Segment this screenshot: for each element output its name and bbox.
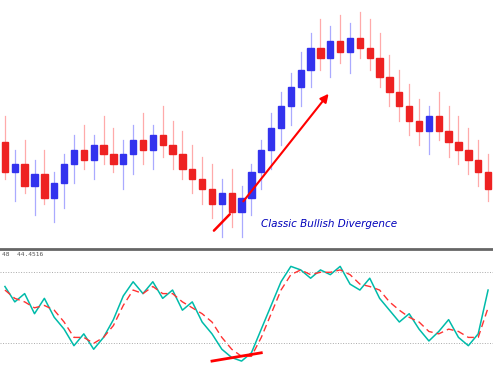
Bar	[229, 193, 235, 212]
Bar	[367, 48, 373, 58]
Bar	[446, 131, 452, 142]
Bar	[308, 48, 314, 70]
Bar	[101, 145, 106, 154]
Bar	[110, 154, 116, 164]
Bar	[71, 150, 77, 164]
Bar	[219, 193, 225, 204]
Bar	[140, 139, 146, 150]
Bar	[465, 150, 471, 160]
Bar	[179, 154, 185, 169]
Bar	[396, 92, 402, 106]
Bar	[337, 41, 343, 52]
Bar	[426, 116, 432, 131]
Bar	[239, 198, 245, 212]
Text: Classic Bullish Divergence: Classic Bullish Divergence	[261, 219, 397, 229]
Bar	[22, 164, 28, 186]
Bar	[406, 106, 412, 121]
Bar	[327, 41, 333, 58]
Bar	[485, 171, 491, 189]
Bar	[160, 135, 166, 145]
Bar	[278, 106, 284, 128]
Bar	[436, 116, 442, 131]
Bar	[288, 87, 294, 106]
Bar	[130, 139, 136, 154]
Bar	[51, 183, 57, 198]
Bar	[91, 145, 97, 160]
Bar	[268, 128, 274, 150]
Bar	[258, 150, 264, 171]
Bar	[12, 164, 18, 171]
Bar	[189, 169, 195, 179]
Bar	[387, 77, 392, 92]
Text: 48  44.4516: 48 44.4516	[2, 252, 44, 257]
Bar	[416, 121, 422, 131]
Bar	[41, 174, 47, 198]
Bar	[61, 164, 67, 183]
Bar	[32, 174, 37, 186]
Bar	[317, 48, 323, 58]
Bar	[377, 58, 383, 77]
Bar	[120, 154, 126, 164]
Bar	[170, 145, 176, 154]
Bar	[357, 38, 363, 48]
Bar	[209, 189, 215, 204]
Bar	[199, 179, 205, 189]
Bar	[298, 70, 304, 87]
Bar	[81, 150, 87, 160]
Bar	[248, 171, 254, 198]
Bar	[150, 135, 156, 150]
Bar	[2, 142, 8, 171]
Bar	[475, 160, 481, 171]
Bar	[347, 38, 353, 52]
Bar	[456, 142, 461, 150]
